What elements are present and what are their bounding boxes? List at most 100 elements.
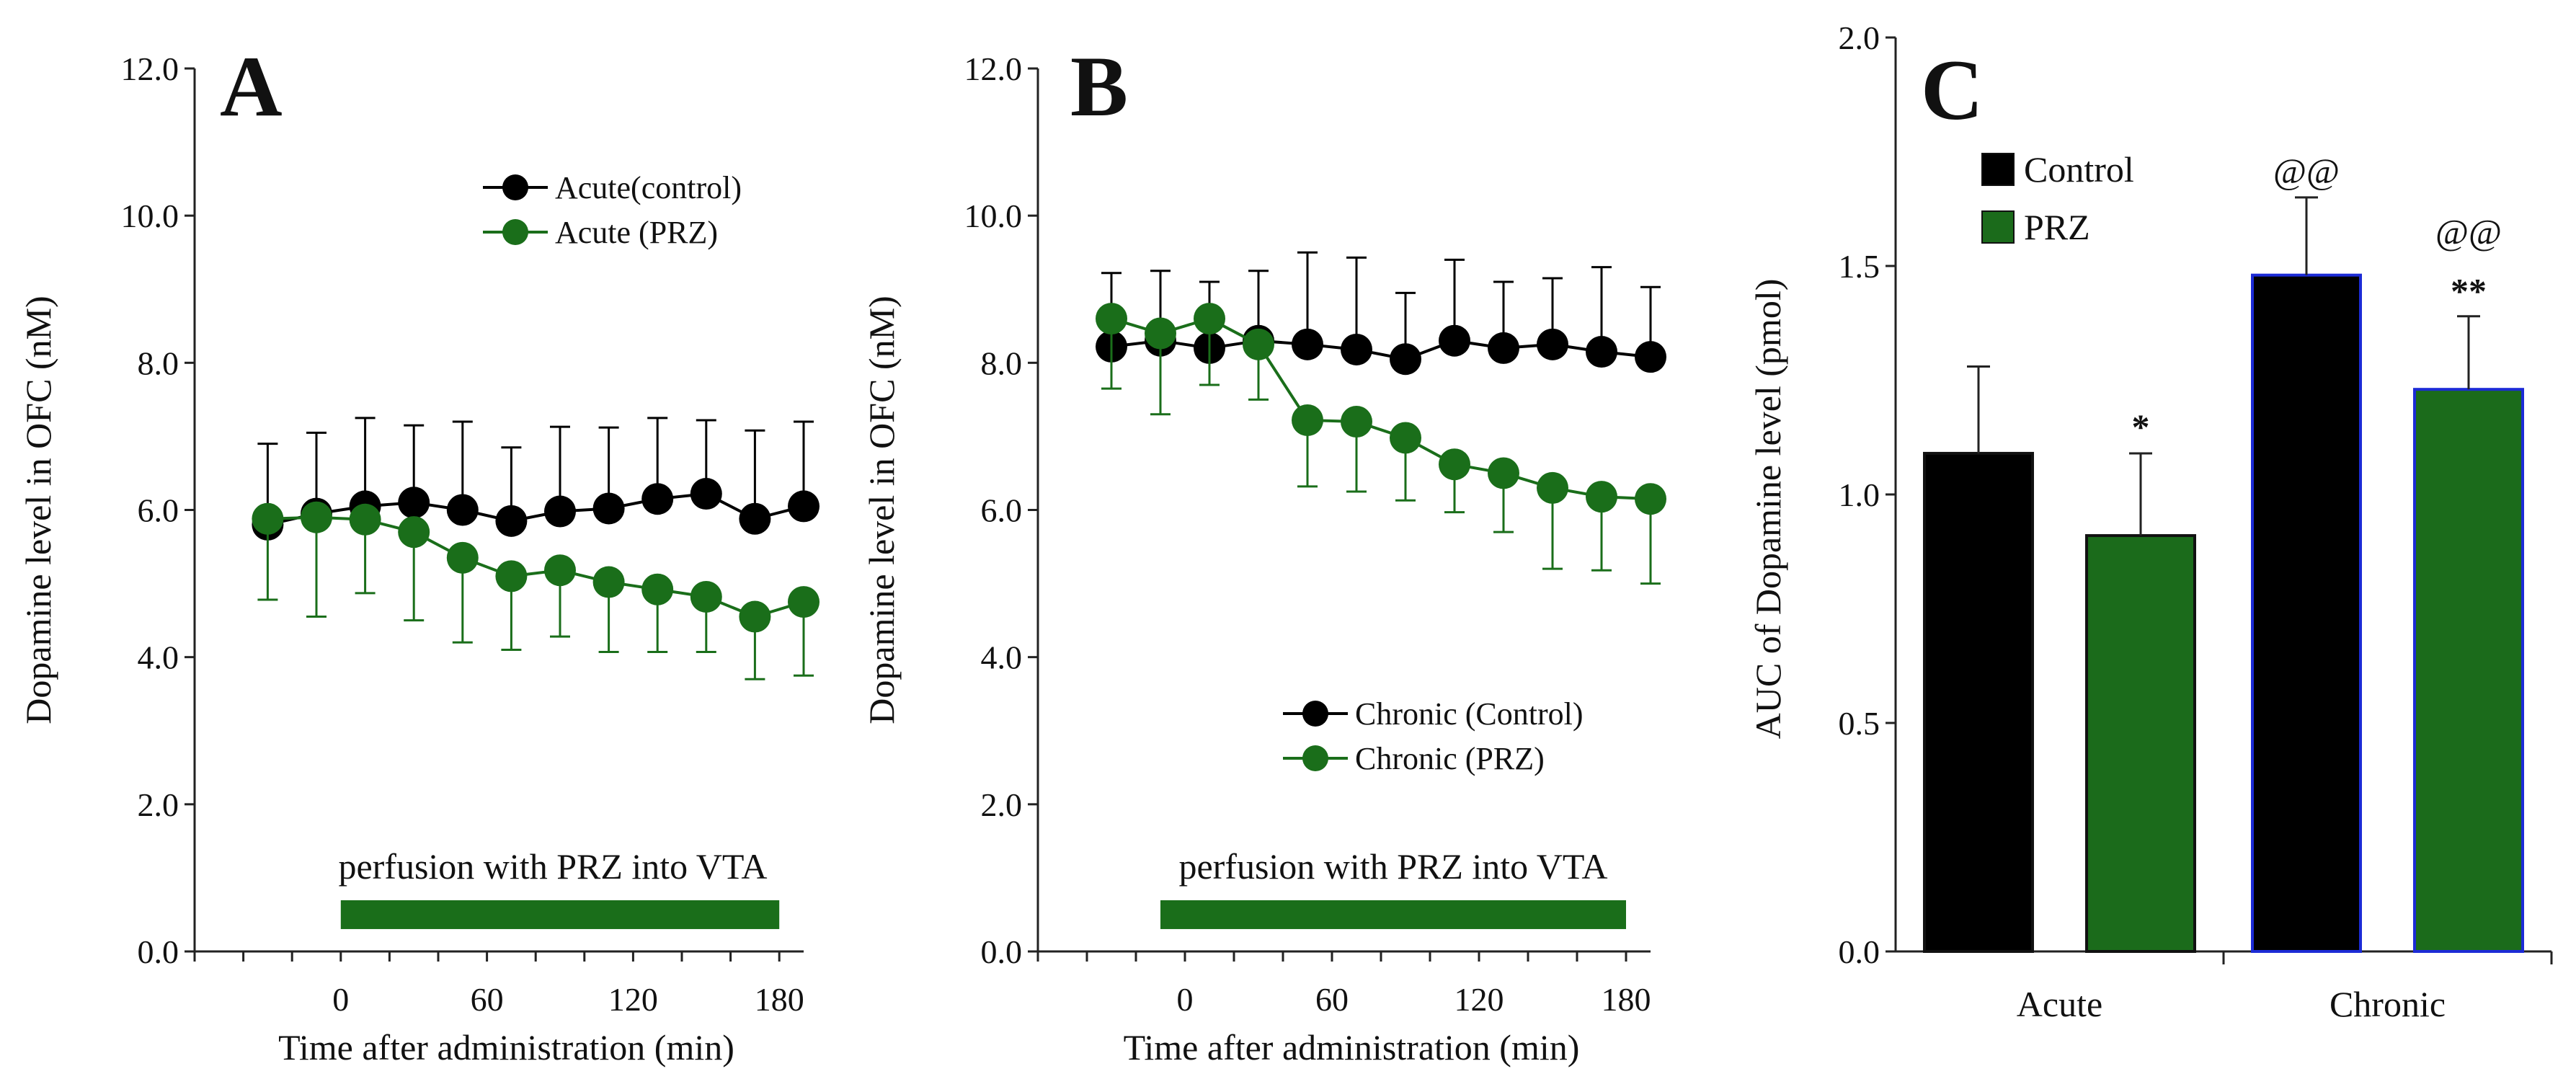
legend-label: Chronic (PRZ) bbox=[1355, 741, 1545, 776]
perfusion-bar bbox=[340, 900, 780, 929]
legend-swatch bbox=[1981, 153, 2015, 186]
perfusion-label: perfusion with PRZ into VTA bbox=[1178, 846, 1607, 887]
y-tick-label: 0.0 bbox=[981, 933, 1023, 970]
y-tick-label: 12.0 bbox=[121, 50, 179, 87]
data-point bbox=[1390, 422, 1421, 454]
data-point bbox=[544, 554, 576, 587]
legend-label: Acute(control) bbox=[555, 170, 742, 205]
data-point bbox=[1488, 332, 1519, 364]
y-axis-title: AUC of Dopamine level (pmol) bbox=[1748, 279, 1788, 740]
data-point bbox=[1537, 471, 1568, 504]
category-label: Chronic bbox=[2329, 984, 2446, 1024]
x-tick-label: 0 bbox=[1177, 981, 1194, 1018]
data-point bbox=[788, 586, 820, 618]
significance-star: * bbox=[2132, 407, 2150, 447]
series-line bbox=[1111, 339, 1651, 361]
x-tick-label: 60 bbox=[471, 981, 504, 1018]
y-tick-label: 4.0 bbox=[138, 639, 179, 676]
data-point bbox=[1635, 341, 1666, 373]
x-axis-title: Time after administration (min) bbox=[278, 1027, 734, 1067]
data-point bbox=[544, 495, 576, 528]
x-tick-label: 0 bbox=[332, 981, 349, 1018]
y-tick-label: 10.0 bbox=[964, 197, 1023, 234]
bar bbox=[1923, 451, 2034, 953]
data-point bbox=[495, 560, 528, 592]
series-chronic-control- bbox=[1096, 251, 1666, 376]
series-acute-prz- bbox=[252, 501, 820, 680]
legend-label: Control bbox=[2024, 149, 2134, 190]
data-point bbox=[690, 478, 722, 510]
y-tick-label: 0.0 bbox=[1839, 933, 1880, 970]
bar bbox=[2085, 534, 2196, 953]
data-point bbox=[1537, 328, 1568, 360]
panel-letter: A bbox=[220, 38, 283, 134]
x-tick-label: 60 bbox=[1315, 981, 1349, 1018]
data-point bbox=[1439, 448, 1470, 481]
data-point bbox=[739, 502, 771, 535]
data-point bbox=[641, 483, 674, 515]
y-tick-label: 10.0 bbox=[121, 197, 179, 234]
legend-label: PRZ bbox=[2024, 207, 2090, 247]
data-point bbox=[398, 487, 430, 519]
x-tick-label: 120 bbox=[1454, 981, 1504, 1018]
data-point bbox=[1341, 406, 1372, 438]
y-tick-label: 12.0 bbox=[964, 50, 1023, 87]
y-tick-label: 1.5 bbox=[1839, 248, 1880, 285]
bar bbox=[2413, 388, 2524, 953]
data-point bbox=[495, 505, 528, 537]
data-point bbox=[592, 566, 625, 598]
y-tick-label: 1.0 bbox=[1839, 476, 1880, 513]
bar bbox=[2251, 273, 2362, 953]
data-point bbox=[592, 492, 625, 525]
panel-c: 0.0 0.5 1.0 1.5 2.0 AUC of Dopamine level (pm… bbox=[1748, 19, 2553, 1024]
data-point bbox=[788, 490, 820, 523]
y-tick-label: 8.0 bbox=[981, 345, 1023, 381]
data-point bbox=[446, 541, 479, 574]
panel-letter: B bbox=[1070, 38, 1128, 134]
x-axis-title: Time after administration (min) bbox=[1124, 1027, 1580, 1067]
data-point bbox=[1341, 333, 1372, 365]
y-tick-label: 2.0 bbox=[138, 786, 179, 823]
x-tick-label: 180 bbox=[1602, 981, 1651, 1018]
y-tick-label: 8.0 bbox=[138, 345, 179, 381]
data-point bbox=[641, 573, 674, 605]
data-point bbox=[349, 503, 381, 536]
y-axis-title: Dopamine level in OFC (nM) bbox=[861, 296, 902, 724]
data-point bbox=[1586, 481, 1617, 513]
data-point bbox=[739, 600, 771, 633]
data-point bbox=[1243, 328, 1274, 360]
y-tick-label: 6.0 bbox=[981, 492, 1023, 529]
perfusion-label: perfusion with PRZ into VTA bbox=[338, 846, 767, 887]
series-chronic-prz- bbox=[1096, 303, 1666, 585]
y-tick-label: 0.0 bbox=[138, 933, 179, 970]
y-tick-label: 4.0 bbox=[981, 639, 1023, 676]
data-point bbox=[1635, 483, 1666, 515]
series-line bbox=[267, 515, 804, 618]
data-point bbox=[301, 501, 332, 533]
data-point bbox=[1390, 343, 1421, 376]
significance-at: @@ bbox=[2273, 151, 2340, 191]
data-point bbox=[1096, 303, 1127, 335]
legend-label: Chronic (Control) bbox=[1355, 696, 1584, 732]
x-tick-label: 120 bbox=[608, 981, 658, 1018]
y-axis-title: Dopamine level in OFC (nM) bbox=[18, 296, 58, 724]
y-tick-label: 6.0 bbox=[138, 492, 179, 529]
data-point bbox=[446, 494, 479, 526]
data-point bbox=[1439, 324, 1470, 357]
legend-marker bbox=[1302, 745, 1328, 771]
series-acute-control- bbox=[252, 417, 820, 541]
perfusion-bar bbox=[1160, 900, 1626, 929]
data-point bbox=[1586, 336, 1617, 368]
data-point bbox=[398, 516, 430, 549]
data-point bbox=[252, 502, 284, 535]
legend-marker bbox=[502, 174, 528, 200]
data-point bbox=[690, 580, 722, 613]
data-point bbox=[1194, 303, 1225, 335]
category-label: Acute bbox=[2017, 984, 2102, 1024]
data-point bbox=[1488, 457, 1519, 489]
x-tick-label: 180 bbox=[755, 981, 804, 1018]
significance-star: ** bbox=[2451, 271, 2487, 311]
legend-marker bbox=[502, 219, 528, 245]
legend-marker bbox=[1302, 701, 1328, 727]
